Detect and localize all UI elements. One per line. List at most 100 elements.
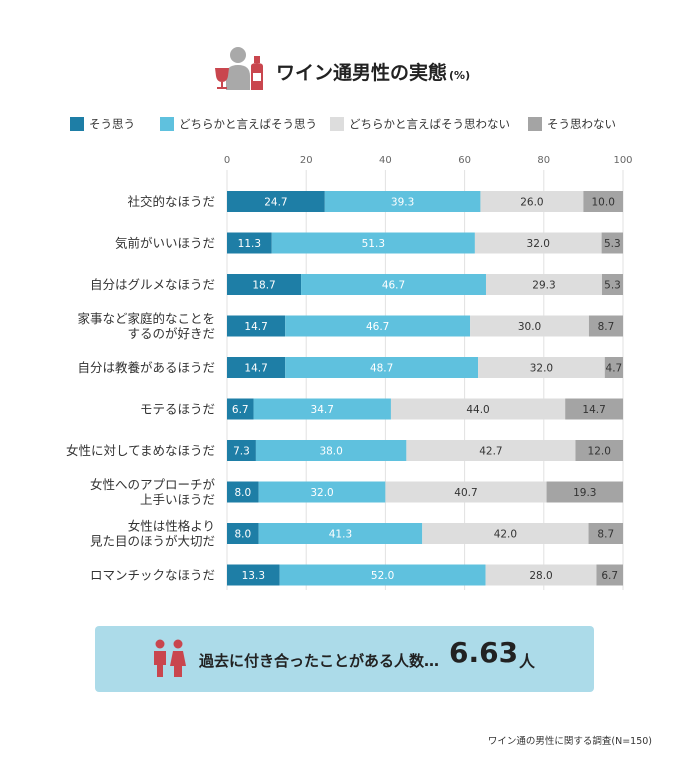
bar-segment-agree — [227, 274, 302, 295]
legend-label-somewhat-disagree: どちらかと言えばそう思わない — [349, 117, 510, 131]
person-wine-icon — [215, 47, 263, 90]
data-label-somewhat-agree: 46.7 — [382, 280, 405, 292]
data-label-somewhat-agree: 41.3 — [329, 529, 352, 541]
bar-segment-disagree — [602, 274, 623, 295]
title-unit: (%) — [449, 69, 471, 82]
data-label-somewhat-disagree: 28.0 — [529, 570, 552, 582]
data-label-disagree: 6.7 — [601, 570, 618, 582]
bar-segment-agree — [227, 357, 286, 378]
data-label-somewhat-disagree: 42.7 — [479, 446, 502, 458]
category-label: 社交的なほうだ — [127, 194, 215, 209]
category-label: 気前がいいほうだ — [115, 236, 215, 251]
x-tick-label: 20 — [300, 155, 313, 166]
bar-segment-somewhat-agree — [258, 481, 386, 503]
data-label-somewhat-agree: 34.7 — [311, 404, 334, 416]
data-label-somewhat-disagree: 40.7 — [454, 487, 477, 499]
bar-segment-agree — [227, 481, 259, 503]
data-label-somewhat-disagree: 42.0 — [494, 529, 517, 541]
legend-item-agree: そう思う — [70, 116, 135, 132]
data-label-somewhat-disagree: 32.0 — [530, 363, 553, 375]
x-tick-label: 100 — [613, 155, 632, 166]
category-label: モテるほうだ — [140, 402, 215, 417]
bar-segment-somewhat-agree — [301, 274, 486, 295]
category-label: 女性は性格より — [128, 519, 215, 534]
legend-swatch-disagree — [528, 117, 542, 131]
data-label-disagree: 14.7 — [582, 404, 605, 416]
legend-item-disagree: そう思わない — [528, 116, 616, 132]
bar-segment-disagree — [588, 315, 623, 337]
bar-segment-disagree — [596, 564, 623, 586]
category-label: するのが好きだ — [127, 326, 215, 341]
data-label-agree: 18.7 — [252, 280, 275, 292]
legend-swatch-agree — [70, 117, 84, 131]
category-label: ロマンチックなほうだ — [90, 568, 215, 583]
data-label-somewhat-agree: 52.0 — [371, 570, 394, 582]
bar-segment-somewhat-disagree — [474, 232, 602, 254]
data-label-disagree: 10.0 — [592, 197, 615, 209]
bar-segment-disagree — [575, 440, 623, 461]
bar-segment-somewhat-disagree — [385, 481, 547, 503]
data-label-somewhat-disagree: 44.0 — [466, 404, 489, 416]
chart-title-area: ワイン通男性の実態 (%) — [0, 46, 690, 90]
partners-callout: 過去に付き合ったことがある人数… 6.63 人 — [95, 626, 594, 692]
data-label-somewhat-agree: 32.0 — [310, 487, 333, 499]
bar-segment-somewhat-disagree — [470, 315, 589, 337]
data-label-somewhat-disagree: 32.0 — [527, 238, 550, 250]
chart-legend: そう思う どちらかと言えばそう思う どちらかと言えばそう思わない そう思わない — [62, 116, 662, 134]
bar-segment-somewhat-agree — [258, 523, 423, 544]
bar-segment-somewhat-agree — [255, 440, 407, 461]
data-label-agree: 6.7 — [232, 404, 249, 416]
source-note: ワイン通の男性に関する調査(N=150) — [487, 736, 652, 747]
chart-title: ワイン通男性の実態 (%) — [276, 62, 471, 84]
bar-segment-agree — [227, 398, 254, 420]
bar-segment-somewhat-agree — [279, 564, 486, 586]
bar-segment-disagree — [565, 398, 623, 420]
bar-segment-disagree — [583, 191, 623, 212]
legend-label-agree: そう思う — [89, 117, 135, 131]
bar-segment-agree — [227, 191, 325, 212]
data-label-agree: 8.0 — [234, 487, 251, 499]
data-label-somewhat-agree: 51.3 — [362, 238, 385, 250]
data-label-somewhat-agree: 46.7 — [366, 321, 389, 333]
bar-segment-disagree — [601, 232, 623, 254]
bar-segment-somewhat-disagree — [478, 357, 605, 378]
x-tick-label: 60 — [458, 155, 471, 166]
bar-segment-disagree — [604, 357, 623, 378]
bar-segment-somewhat-disagree — [390, 398, 566, 420]
bar-segment-somewhat-disagree — [485, 564, 597, 586]
bar-segment-somewhat-agree — [324, 191, 481, 212]
data-label-agree: 11.3 — [238, 238, 261, 250]
bar-segment-agree — [227, 523, 259, 544]
legend-label-somewhat-agree: どちらかと言えばそう思う — [179, 117, 317, 131]
x-tick-label: 0 — [224, 155, 230, 166]
bar-segment-somewhat-disagree — [480, 191, 584, 212]
data-label-somewhat-agree: 38.0 — [319, 446, 342, 458]
data-label-disagree: 5.3 — [604, 238, 621, 250]
data-label-agree: 7.3 — [233, 446, 250, 458]
legend-swatch-somewhat-agree — [160, 117, 174, 131]
data-label-disagree: 4.7 — [606, 363, 623, 375]
callout-value: 6.63 — [449, 636, 519, 669]
category-label: 上手いほうだ — [140, 492, 215, 507]
bar-segment-agree — [227, 315, 286, 337]
bar-segment-agree — [227, 232, 272, 254]
data-label-disagree: 19.3 — [573, 487, 596, 499]
data-label-agree: 8.0 — [234, 529, 251, 541]
category-label: 女性へのアプローチが — [90, 477, 216, 492]
bar-segment-somewhat-disagree — [406, 440, 576, 461]
bar-segment-somewhat-agree — [253, 398, 391, 420]
data-label-agree: 14.7 — [244, 321, 267, 333]
x-tick-label: 80 — [537, 155, 550, 166]
data-label-agree: 24.7 — [264, 197, 287, 209]
legend-label-disagree: そう思わない — [547, 117, 616, 131]
legend-swatch-somewhat-disagree — [330, 117, 344, 131]
bar-segment-disagree — [588, 523, 623, 544]
data-label-somewhat-disagree: 26.0 — [520, 197, 543, 209]
data-label-disagree: 5.3 — [604, 280, 621, 292]
data-label-disagree: 12.0 — [588, 446, 611, 458]
x-tick-label: 40 — [379, 155, 392, 166]
data-label-somewhat-disagree: 29.3 — [532, 280, 555, 292]
bar-segment-agree — [227, 440, 256, 461]
bar-segment-somewhat-agree — [285, 357, 479, 378]
